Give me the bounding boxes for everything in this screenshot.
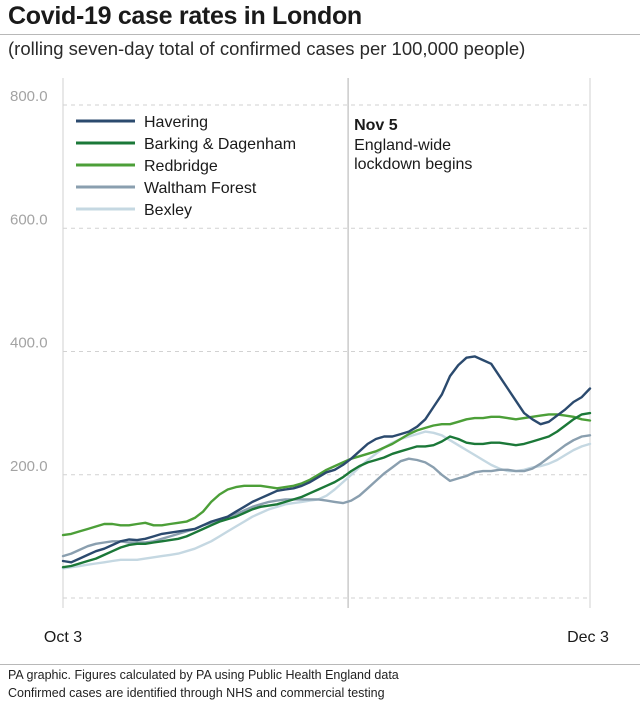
annotation-date: Nov 5 <box>354 117 398 134</box>
series-line-waltham-forest <box>61 434 592 558</box>
x-label-end: Dec 3 <box>567 629 609 646</box>
source-note: PA graphic. Figures calculated by PA usi… <box>8 668 399 682</box>
series-line-redbridge <box>61 413 592 537</box>
footer-divider <box>0 664 640 665</box>
legend-label: Bexley <box>144 202 192 219</box>
annotation-text: England-wide <box>354 137 451 154</box>
chart-title: Covid-19 case rates in London <box>8 2 362 30</box>
series-line-havering <box>61 355 592 564</box>
legend-label: Barking & Dagenham <box>144 136 296 153</box>
y-tick-label: 800.0 <box>10 88 48 105</box>
y-tick-label: 400.0 <box>10 335 48 352</box>
chart-subtitle: (rolling seven-day total of confirmed ca… <box>8 38 526 59</box>
title-divider <box>0 34 640 35</box>
legend-label: Havering <box>144 114 208 131</box>
series-line-barking-dagenham <box>61 411 592 569</box>
testing-note: Confirmed cases are identified through N… <box>8 686 385 700</box>
annotation-text: lockdown begins <box>354 156 472 173</box>
legend-label: Redbridge <box>144 158 218 175</box>
y-tick-label: 600.0 <box>10 211 48 228</box>
legend-label: Waltham Forest <box>144 180 257 197</box>
line-chart: 200.0 400.0 600.0 800.0 Nov 5 England-wide loc… <box>10 78 609 646</box>
y-tick-label: 200.0 <box>10 458 48 475</box>
x-label-start: Oct 3 <box>44 629 82 646</box>
